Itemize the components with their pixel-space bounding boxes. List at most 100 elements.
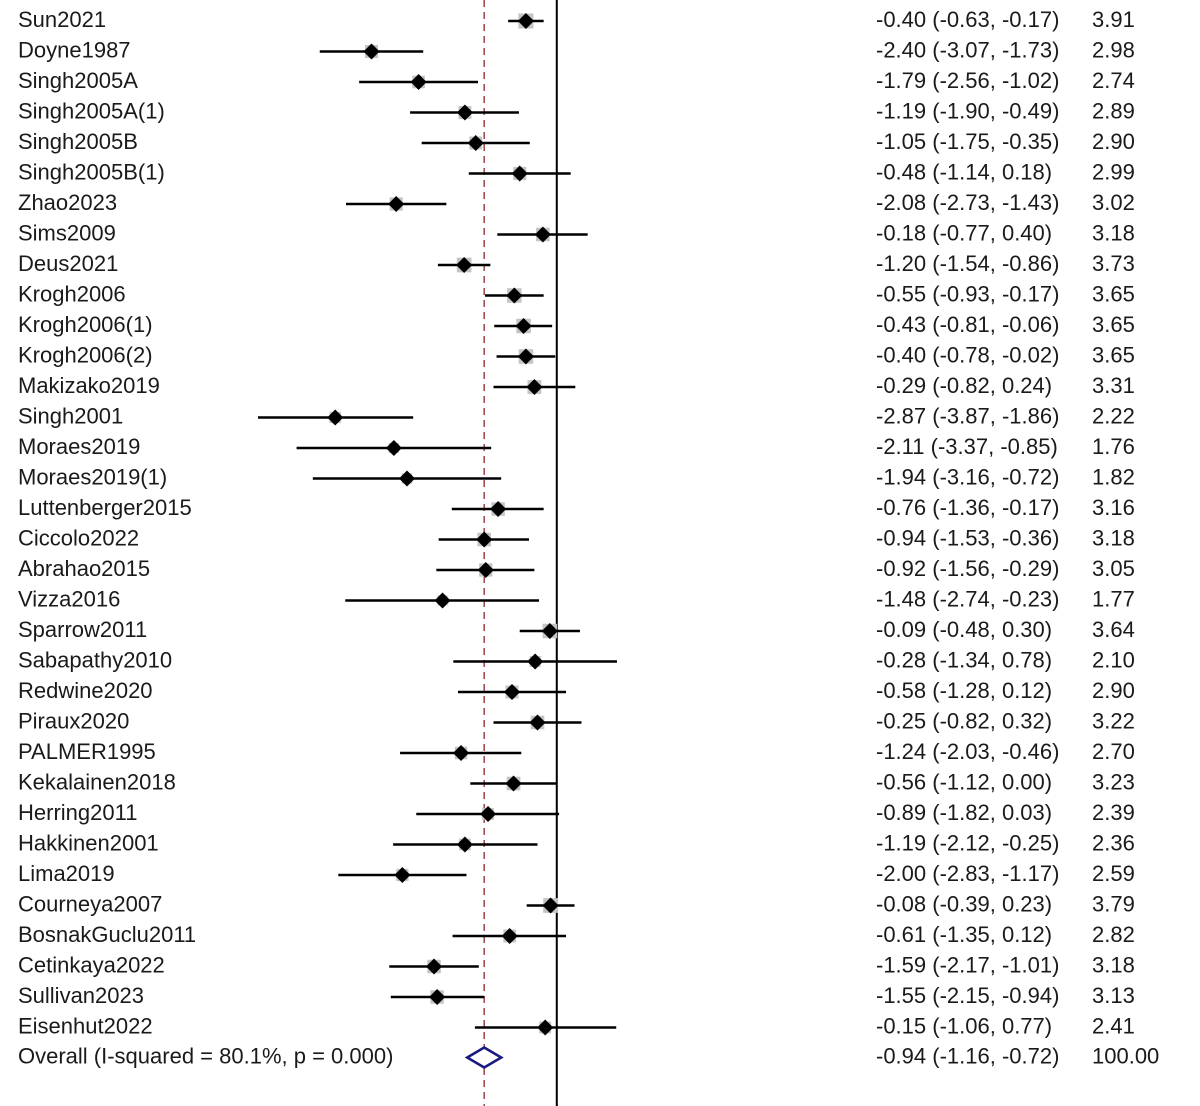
point-estimate-marker [410,74,427,90]
study-row: Redwine2020 -0.58 (-1.28, 0.12) 2.90 [18,678,1135,703]
effect-size-ci-text: -1.19 (-2.12, -0.25) [876,830,1059,855]
effect-size-ci-text: -2.40 (-3.07, -1.73) [876,37,1059,62]
point-estimate-marker [526,379,543,395]
effect-size-ci-text: -0.40 (-0.78, -0.02) [876,342,1059,367]
overall-diamond [464,1045,504,1070]
point-estimate-marker [542,897,559,914]
study-label: Eisenhut2022 [18,1013,153,1038]
effect-size-ci-text: -2.87 (-3.87, -1.86) [876,403,1059,428]
point-estimate-marker [456,836,473,853]
point-estimate-marker [327,409,344,426]
point-estimate-marker [506,287,523,304]
effect-size-ci-text: -0.28 (-1.34, 0.78) [876,647,1052,672]
study-label: Singh2005B(1) [18,159,165,184]
study-label: Sun2021 [18,7,106,32]
effect-size-ci-text: -2.11 (-3.37, -0.85) [876,434,1058,459]
study-row: Kekalainen2018 -0.56 (-1.12, 0.00) 3.23 [18,769,1135,794]
point-estimate-marker [480,806,497,822]
study-row: Moraes2019 -2.11 (-3.37, -0.85) 1.76 [18,434,1135,459]
effect-size-ci-text: -0.92 (-1.56, -0.29) [876,556,1059,581]
effect-size-ci-text: -0.15 (-1.06, 0.77) [876,1013,1052,1038]
effect-size-ci-text: -2.00 (-2.83, -1.17) [876,861,1059,886]
study-label: Courneya2007 [18,891,162,916]
study-row: Piraux2020 -0.25 (-0.82, 0.32) 3.22 [18,708,1135,733]
effect-size-ci-text: -1.55 (-2.15, -0.94) [876,983,1059,1008]
weight-percent-text: 2.90 [1092,129,1135,154]
study-row: Cetinkaya2022 -1.59 (-2.17, -1.01) 3.18 [18,952,1135,977]
point-estimate-marker [467,135,484,151]
weight-percent-text: 2.90 [1092,678,1135,703]
study-row: Herring2011 -0.89 (-1.82, 0.03) 2.39 [18,800,1135,825]
point-estimate-marker [434,592,451,609]
study-row: Hakkinen2001 -1.19 (-2.12, -0.25) 2.36 [18,830,1135,855]
point-estimate-marker [456,104,473,121]
effect-size-ci-text: -1.48 (-2.74, -0.23) [876,586,1059,611]
effect-size-ci-text: -1.20 (-1.54, -0.86) [876,251,1059,276]
point-estimate-marker [541,623,558,639]
study-label: Moraes2019(1) [18,464,167,489]
point-estimate-marker [517,348,534,365]
study-row: Courneya2007 -0.08 (-0.39, 0.23) 3.79 [18,891,1135,916]
weight-percent-text: 3.22 [1092,708,1135,733]
effect-size-ci-text: -1.05 (-1.75, -0.35) [876,129,1059,154]
effect-size-ci-text: -0.40 (-0.63, -0.17) [876,7,1059,32]
weight-percent-text: 2.82 [1092,922,1135,947]
point-estimate-marker [363,43,380,60]
study-rows: Sun2021 -0.40 (-0.63, -0.17) 3.91 Doyne1987… [18,7,1135,1039]
effect-size-ci-text: -1.94 (-3.16, -0.72) [876,464,1059,489]
point-estimate-marker [534,226,551,243]
study-row: Makizako2019 -0.29 (-0.82, 0.24) 3.31 [18,373,1135,398]
point-estimate-marker [426,958,443,975]
weight-percent-text: 2.10 [1092,647,1135,672]
study-label: Doyne1987 [18,37,131,62]
study-row: Eisenhut2022 -0.15 (-1.06, 0.77) 2.41 [18,1013,1135,1038]
study-label: Krogh2006 [18,281,126,306]
effect-size-ci-text: -0.08 (-0.39, 0.23) [876,891,1052,916]
overall-label: Overall (I-squared = 80.1%, p = 0.000) [18,1043,393,1068]
effect-size-ci-text: -0.55 (-0.93, -0.17) [876,281,1059,306]
study-row: Singh2001 -2.87 (-3.87, -1.86) 2.22 [18,403,1135,428]
study-row: Abrahao2015 -0.92 (-1.56, -0.29) 3.05 [18,556,1135,581]
overall-row: Overall (I-squared = 80.1%, p = 0.000) -0… [18,1043,1159,1070]
weight-percent-text: 2.41 [1092,1013,1135,1038]
weight-percent-text: 3.23 [1092,769,1135,794]
overall-weight-text: 100.00 [1092,1043,1159,1068]
study-row: Doyne1987 -2.40 (-3.07, -1.73) 2.98 [18,37,1135,62]
study-label: Krogh2006(1) [18,312,153,337]
study-label: Vizza2016 [18,586,120,611]
study-label: Sabapathy2010 [18,647,172,672]
study-label: Singh2001 [18,403,123,428]
study-row: Sims2009 -0.18 (-0.77, 0.40) 3.18 [18,220,1135,245]
effect-size-ci-text: -0.94 (-1.53, -0.36) [876,525,1059,550]
weight-percent-text: 3.64 [1092,617,1135,642]
study-label: Singh2005A(1) [18,98,165,123]
reference-lines [483,0,558,1106]
study-label: Sullivan2023 [18,983,144,1008]
effect-size-ci-text: -0.76 (-1.36, -0.17) [876,495,1059,520]
effect-size-ci-text: -1.59 (-2.17, -1.01) [876,952,1059,977]
weight-percent-text: 2.22 [1092,403,1135,428]
weight-percent-text: 3.79 [1092,891,1135,916]
study-label: Singh2005A [18,68,138,93]
weight-percent-text: 1.76 [1092,434,1135,459]
point-estimate-marker [515,318,532,334]
study-label: Singh2005B [18,129,138,154]
study-row: Luttenberger2015 -0.76 (-1.36, -0.17) 3.16 [18,495,1135,520]
study-label: Lima2019 [18,861,115,886]
point-estimate-marker [505,775,522,792]
study-label: Kekalainen2018 [18,769,176,794]
point-estimate-marker [453,745,470,761]
study-row: Lima2019 -2.00 (-2.83, -1.17) 2.59 [18,861,1135,886]
weight-percent-text: 3.65 [1092,281,1135,306]
overall-effect-text: -0.94 (-1.16, -0.72) [876,1043,1059,1068]
effect-size-ci-text: -0.18 (-0.77, 0.40) [876,220,1052,245]
weight-percent-text: 2.99 [1092,159,1135,184]
weight-percent-text: 2.59 [1092,861,1135,886]
weight-percent-text: 3.65 [1092,342,1135,367]
point-estimate-marker [394,867,411,883]
study-row: Singh2005A(1) -1.19 (-1.90, -0.49) 2.89 [18,98,1135,123]
effect-size-ci-text: -1.79 (-2.56, -1.02) [876,68,1059,93]
effect-size-ci-text: -0.56 (-1.12, 0.00) [876,769,1052,794]
study-row: Moraes2019(1) -1.94 (-3.16, -0.72) 1.82 [18,464,1135,489]
